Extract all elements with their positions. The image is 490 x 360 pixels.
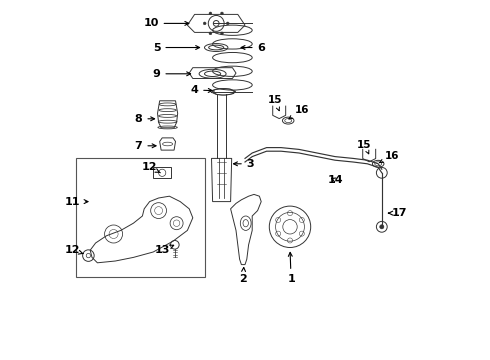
Text: 2: 2 bbox=[239, 267, 247, 284]
Text: 5: 5 bbox=[153, 42, 199, 53]
Text: 7: 7 bbox=[135, 141, 156, 151]
Text: 15: 15 bbox=[357, 140, 372, 154]
Text: 9: 9 bbox=[152, 69, 191, 79]
Circle shape bbox=[203, 22, 206, 25]
Text: 13: 13 bbox=[155, 245, 173, 255]
Text: 16: 16 bbox=[289, 105, 309, 119]
Text: 10: 10 bbox=[143, 18, 189, 28]
Text: 12: 12 bbox=[65, 245, 83, 255]
Text: 6: 6 bbox=[241, 42, 266, 53]
Circle shape bbox=[209, 32, 212, 35]
Text: 17: 17 bbox=[389, 208, 407, 218]
Text: 11: 11 bbox=[65, 197, 88, 207]
Text: 16: 16 bbox=[380, 150, 399, 163]
Circle shape bbox=[220, 32, 223, 35]
Text: 14: 14 bbox=[328, 175, 343, 185]
Text: 3: 3 bbox=[234, 159, 254, 169]
Bar bbox=[76, 158, 205, 277]
Circle shape bbox=[220, 12, 223, 15]
Text: 8: 8 bbox=[135, 114, 154, 124]
Circle shape bbox=[209, 12, 212, 15]
Text: 4: 4 bbox=[190, 85, 212, 95]
Text: 15: 15 bbox=[268, 95, 282, 111]
Text: 1: 1 bbox=[287, 252, 295, 284]
Circle shape bbox=[380, 225, 384, 229]
Circle shape bbox=[226, 22, 229, 25]
Bar bbox=[153, 167, 171, 178]
Text: 12: 12 bbox=[142, 162, 160, 173]
